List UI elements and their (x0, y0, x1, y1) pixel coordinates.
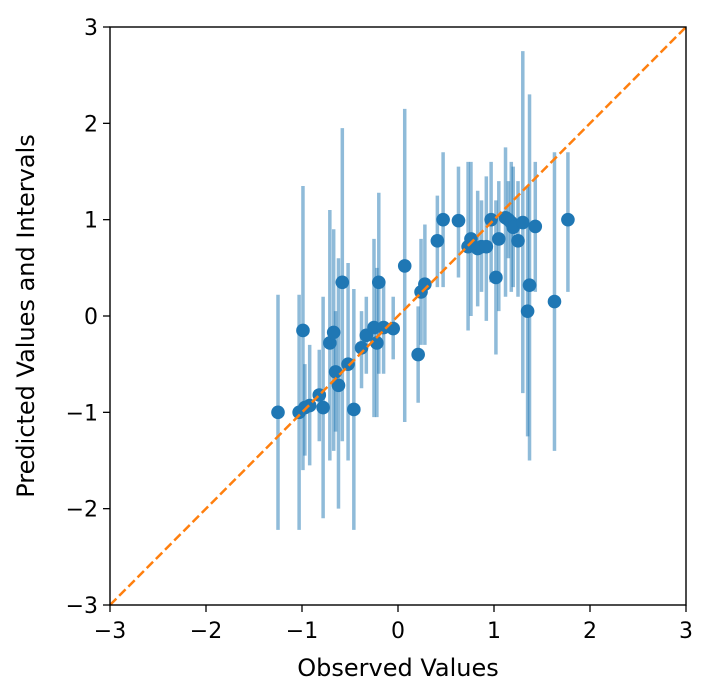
data-point (328, 365, 343, 379)
x-axis-ticks: −3 −2 −1 0 1 2 3 (94, 605, 693, 644)
x-tick-label: −1 (286, 619, 318, 644)
data-point (397, 259, 412, 273)
identity-line (109, 26, 687, 606)
data-point (316, 400, 330, 415)
data-point (370, 336, 384, 350)
y-tick-label: 0 (84, 305, 98, 330)
data-point (418, 277, 432, 292)
x-tick-label: 0 (391, 619, 405, 644)
y-axis-label: Predicted Values and Intervals (12, 134, 40, 498)
y-tick-label: 1 (84, 209, 98, 234)
data-point (516, 215, 530, 230)
data-point (386, 321, 401, 336)
data-point (464, 232, 478, 246)
y-tick-label: −3 (66, 594, 98, 619)
data-point (331, 378, 346, 393)
y-tick-label: 2 (84, 112, 98, 137)
data-point (411, 347, 425, 362)
data-point (347, 402, 361, 417)
y-axis-ticks: −3 −2 −1 0 1 2 3 (66, 16, 110, 619)
data-point (511, 234, 525, 248)
y-tick-label: 3 (84, 16, 98, 41)
data-point (296, 323, 310, 338)
data-point (492, 232, 506, 246)
x-tick-label: 3 (679, 619, 693, 644)
x-tick-label: −2 (190, 619, 222, 644)
data-point (479, 239, 494, 254)
data-point (271, 405, 285, 420)
data-point (326, 325, 341, 340)
data-point (528, 219, 543, 234)
data-point (484, 212, 498, 227)
data-point (451, 213, 466, 228)
data-point (323, 336, 337, 350)
x-tick-label: 1 (487, 619, 501, 644)
data-point (436, 212, 450, 227)
data-point (341, 357, 355, 371)
x-axis-label: Observed Values (297, 654, 499, 682)
data-point (335, 275, 350, 290)
data-point (372, 275, 386, 290)
data-point (561, 212, 575, 227)
data-point (367, 320, 381, 335)
data-point (520, 304, 535, 318)
data-point (522, 278, 537, 292)
y-tick-label: −1 (66, 401, 98, 426)
data-point (547, 294, 562, 309)
x-tick-label: 2 (583, 619, 597, 644)
data-point (430, 234, 445, 248)
x-tick-label: −3 (94, 619, 126, 644)
data-point (489, 270, 503, 285)
data-point (354, 340, 369, 355)
y-tick-label: −2 (66, 498, 98, 523)
